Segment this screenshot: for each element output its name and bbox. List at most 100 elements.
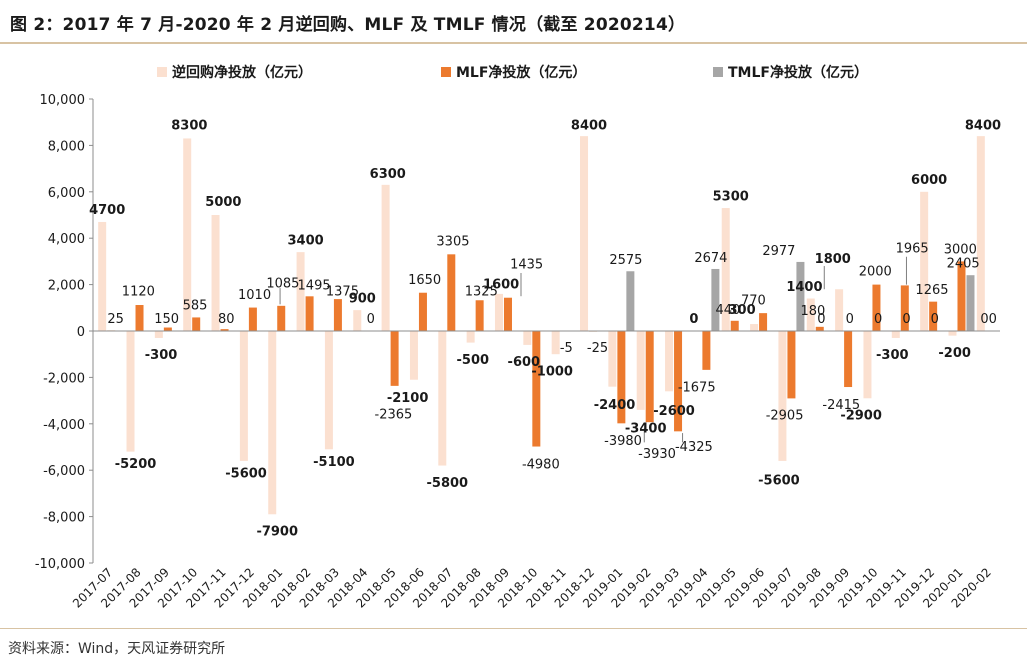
y-tick-label: -8,000 bbox=[43, 511, 85, 526]
bar-series-1 bbox=[835, 289, 844, 331]
data-label: 1120 bbox=[122, 284, 155, 299]
data-label: 1085 bbox=[266, 276, 299, 291]
bar-series-1 bbox=[636, 331, 645, 410]
y-tick-label: 2,000 bbox=[48, 279, 85, 294]
bar-series-1 bbox=[608, 331, 617, 387]
data-label: 6300 bbox=[370, 167, 406, 182]
bar-series-1 bbox=[920, 191, 929, 331]
data-label: -2905 bbox=[766, 409, 804, 424]
bar-series-2 bbox=[333, 299, 342, 331]
data-label: -25 bbox=[587, 341, 608, 356]
data-label: 180 bbox=[801, 304, 826, 319]
data-label: 0 bbox=[689, 312, 698, 327]
data-label: -4980 bbox=[522, 458, 560, 473]
data-label: 0 bbox=[931, 312, 939, 327]
data-label: -2900 bbox=[840, 409, 882, 424]
bar-series-2 bbox=[645, 331, 654, 423]
bar-series-1 bbox=[551, 331, 560, 355]
y-tick-label: 6,000 bbox=[48, 186, 85, 201]
figure-title: 图 2：2017 年 7 月-2020 年 2 月逆回购、MLF 及 TMLF … bbox=[10, 15, 686, 35]
bar-series-2 bbox=[305, 296, 314, 331]
data-label: -3930 bbox=[638, 447, 676, 462]
data-label: 6000 bbox=[911, 173, 947, 188]
bar-series-2 bbox=[787, 331, 796, 399]
data-label: 1965 bbox=[896, 241, 929, 256]
source-divider bbox=[0, 628, 1027, 629]
data-label: 1600 bbox=[483, 277, 519, 292]
legend-label-reverse-repo: 逆回购净投放（亿元） bbox=[172, 65, 312, 81]
data-label: 440 bbox=[715, 303, 740, 318]
data-label: 2977 bbox=[762, 244, 795, 259]
bar-series-1 bbox=[409, 331, 418, 380]
bar-series-1 bbox=[98, 221, 107, 331]
data-label: 0 bbox=[902, 312, 910, 327]
y-tick-label: -6,000 bbox=[43, 464, 85, 479]
bar-series-2 bbox=[135, 305, 144, 331]
legend-item-tmlf: TMLF净投放（亿元） bbox=[713, 62, 868, 82]
bar-series-2 bbox=[192, 317, 201, 331]
data-label: 1800 bbox=[815, 252, 851, 267]
data-label: -5600 bbox=[225, 467, 267, 482]
data-label: 1650 bbox=[408, 273, 441, 288]
data-label: 80 bbox=[218, 312, 235, 327]
bar-series-2 bbox=[390, 331, 399, 386]
data-label: -1675 bbox=[678, 381, 716, 396]
legend-label-tmlf: TMLF净投放（亿元） bbox=[728, 65, 868, 81]
legend-swatch-mlf bbox=[441, 67, 451, 77]
bar-series-3 bbox=[796, 261, 805, 331]
bar-series-2 bbox=[532, 331, 541, 447]
bar-chart: 10,000 8,000 6,000 4,000 2,000 0 -2,000 -4,000 -… bbox=[35, 93, 1001, 611]
bar-series-1 bbox=[466, 331, 475, 343]
data-label: -5100 bbox=[313, 455, 355, 470]
data-label: -5600 bbox=[758, 473, 800, 488]
bar-series-1 bbox=[324, 331, 333, 450]
data-label: -2365 bbox=[375, 407, 413, 422]
data-label: -5 bbox=[560, 341, 573, 356]
bar-series-1 bbox=[665, 331, 674, 392]
data-label: 1400 bbox=[786, 280, 822, 295]
bar-series-2 bbox=[900, 285, 909, 331]
bar-series-2 bbox=[163, 327, 172, 331]
data-label: -3400 bbox=[625, 421, 667, 436]
bar-series-1 bbox=[863, 331, 872, 399]
data-label: 150 bbox=[154, 312, 179, 327]
data-label: 1375 bbox=[326, 284, 359, 299]
y-tick-label: 0 bbox=[77, 325, 85, 340]
bar-series-1 bbox=[438, 331, 447, 466]
bar-series-1 bbox=[976, 136, 985, 331]
bar-series-1 bbox=[494, 293, 503, 331]
bar-series-2 bbox=[929, 301, 938, 331]
data-label: 0 bbox=[817, 312, 825, 327]
y-tick-label: -10,000 bbox=[35, 557, 85, 572]
bar-series-1 bbox=[750, 324, 759, 331]
data-label: 2575 bbox=[609, 253, 642, 268]
bar-series-1 bbox=[891, 331, 900, 338]
bar-series-2 bbox=[815, 326, 824, 331]
legend-item-mlf: MLF净投放（亿元） bbox=[441, 62, 586, 82]
data-label: 4700 bbox=[89, 203, 125, 218]
data-label: -2400 bbox=[594, 398, 636, 413]
bar-series-1 bbox=[948, 331, 957, 336]
y-tick-label: 10,000 bbox=[40, 93, 86, 108]
data-label: 3400 bbox=[287, 233, 323, 248]
bar-series-2 bbox=[957, 261, 966, 331]
data-label: -7900 bbox=[256, 525, 298, 540]
data-label: 770 bbox=[741, 294, 766, 309]
data-label: 300 bbox=[729, 303, 756, 318]
data-label: 585 bbox=[183, 298, 208, 313]
bar-series-1 bbox=[381, 184, 390, 331]
data-label: 25 bbox=[107, 312, 124, 327]
data-label: 5000 bbox=[205, 195, 241, 210]
bar-series-2 bbox=[220, 329, 229, 331]
data-label: -3980 bbox=[604, 434, 642, 449]
data-label: -2600 bbox=[653, 404, 695, 419]
legend-swatch-tmlf bbox=[713, 67, 723, 77]
bar-series-2 bbox=[447, 254, 456, 331]
bar-series-2 bbox=[503, 297, 512, 331]
data-label: 0 bbox=[846, 312, 854, 327]
data-label: 8400 bbox=[965, 119, 1001, 134]
data-label: 900 bbox=[349, 291, 376, 306]
data-label: 00 bbox=[980, 312, 997, 327]
bar-series-1 bbox=[154, 331, 163, 338]
data-label: 1495 bbox=[298, 279, 331, 294]
